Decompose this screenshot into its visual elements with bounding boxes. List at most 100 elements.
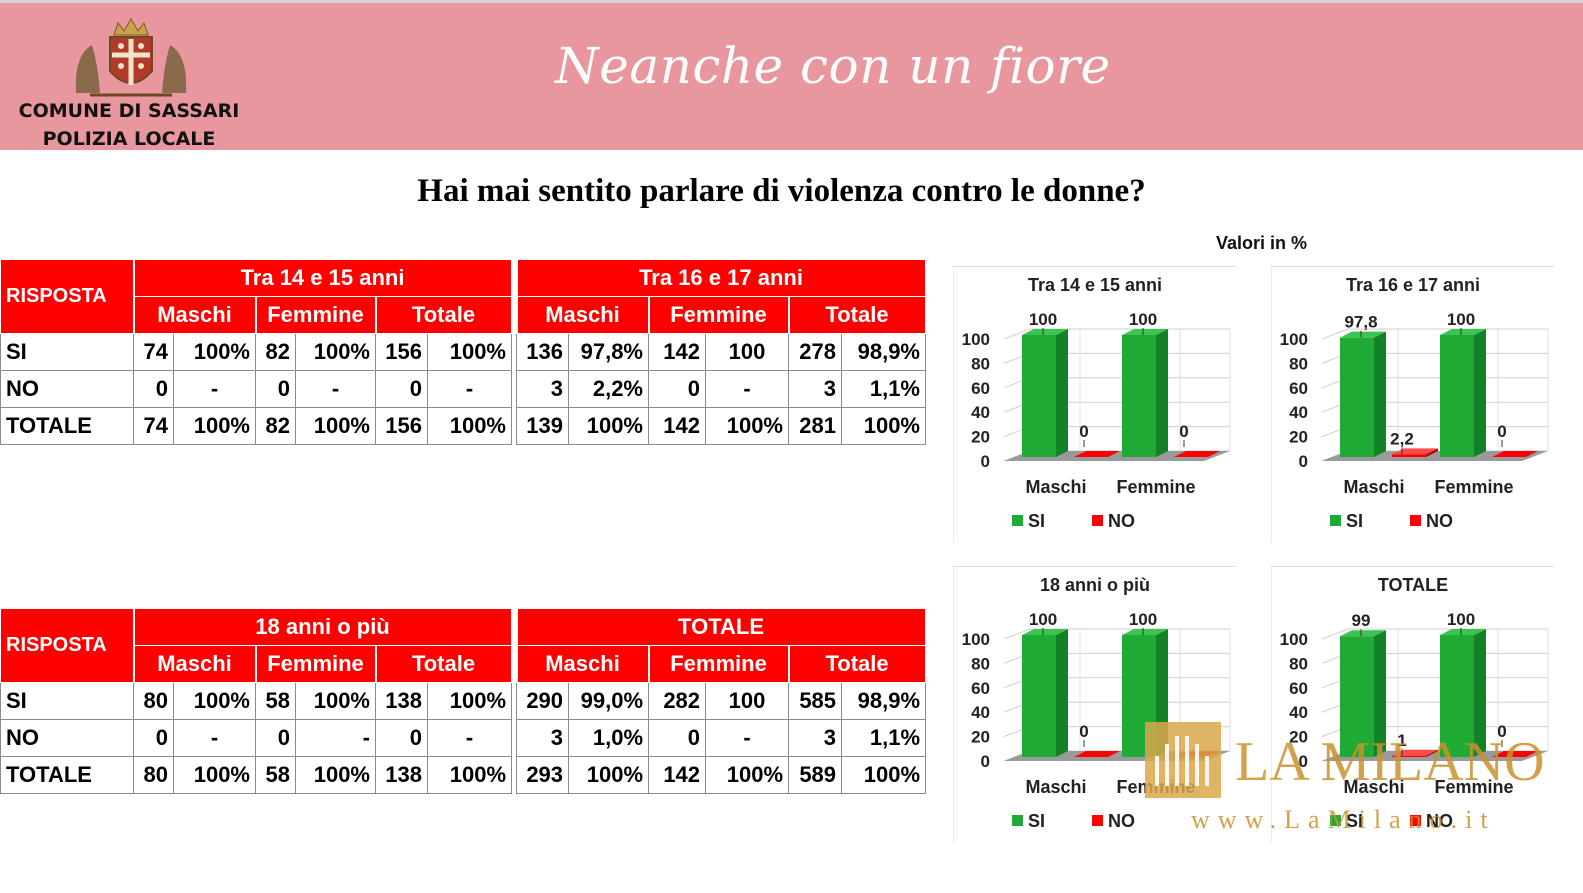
watermark-url: www.LaMilano.it — [1191, 805, 1496, 834]
data-table-18-total: RISPOSTA 18 anni o più TOTALE Maschi Fem… — [0, 608, 927, 794]
y-tick-label: 100 — [962, 330, 990, 349]
organization-name: COMUNE DI SASSARI — [18, 100, 240, 122]
table-cell: 100% — [841, 407, 926, 445]
chart-title: 18 anni o più — [1040, 575, 1150, 595]
table-cell: 2,2% — [568, 370, 649, 408]
sub-header: Totale — [374, 645, 513, 683]
bar-chart: 18 anni o più0204060801001000Maschi100Fe… — [962, 575, 1231, 831]
table-row: NO 0 - 0 - 0 - 3 2,2% 0 - 3 1,1% — [0, 370, 926, 408]
table-cell: 138 — [375, 682, 428, 720]
bar — [1392, 755, 1426, 757]
bar — [1492, 451, 1538, 457]
bar — [1392, 454, 1426, 457]
bar-chart: Tra 14 e 15 anni 0 20 40 60 80 100 100 0 Maschi 10… — [962, 275, 1231, 531]
x-category-label: Femmine — [1116, 477, 1195, 497]
bar — [1174, 451, 1220, 457]
sub-header: Femmine — [647, 645, 790, 683]
table-cell: 142 — [648, 407, 706, 445]
bar-side — [1374, 630, 1386, 757]
sub-header: Totale — [787, 645, 927, 683]
table-cell: 74 — [133, 407, 174, 445]
bar-top — [1340, 331, 1386, 338]
y-tick-label: 60 — [971, 679, 990, 698]
legend-swatch — [1012, 515, 1023, 526]
table-cell: 282 — [648, 682, 707, 720]
table-cell: 0 — [375, 719, 428, 757]
bar-top — [1440, 629, 1486, 635]
bar-top — [1340, 630, 1386, 637]
gridline — [1321, 328, 1349, 340]
data-label: 99 — [1352, 611, 1371, 630]
table-cell: 138 — [375, 756, 428, 794]
table-cell: 58 — [255, 756, 296, 794]
table-cell: 80 — [133, 756, 174, 794]
table-cell: 290 — [516, 682, 570, 720]
table-cell: - — [173, 719, 256, 757]
data-label: 100 — [1129, 610, 1157, 629]
y-tick-label: 100 — [962, 630, 990, 649]
legend-label: NO — [1108, 511, 1135, 531]
legend-label: SI — [1028, 511, 1045, 531]
group-header: Tra 14 e 15 anni — [132, 259, 513, 297]
x-category-label: Maschi — [1343, 777, 1404, 797]
bar-top — [1392, 448, 1438, 455]
table-cell: 585 — [788, 682, 843, 720]
legend-swatch — [1410, 515, 1421, 526]
bar — [1022, 635, 1056, 757]
y-tick-label: 0 — [981, 452, 990, 471]
chart-panel: Tra 16 e 17 anni 0 20 40 60 80 100 97,8 2,2 Masch… — [1271, 266, 1554, 543]
watermark-name: LA MILANO — [1235, 731, 1545, 793]
table-cell: 74 — [133, 333, 174, 371]
sub-header: Femmine — [254, 645, 377, 683]
row-header-label: RISPOSTA — [0, 608, 134, 683]
x-category-label: Maschi — [1025, 777, 1086, 797]
chart-panel: TOTALE 0 20 40 60 80 100 99 1 Maschi 100 0 Femmine SI… — [1271, 566, 1554, 843]
sub-header: Maschi — [515, 645, 650, 683]
bar-top — [1440, 329, 1486, 335]
coat-of-arms-icon — [75, 18, 187, 97]
table-cell: 0 — [648, 719, 707, 757]
bar-top — [1122, 629, 1168, 635]
page-title: Hai mai sentito parlare di violenza cont… — [417, 173, 1146, 209]
bar-chart: Tra 16 e 17 anni 0 20 40 60 80 100 97,8 2,2 Masch… — [1280, 275, 1549, 531]
row-label: SI — [0, 333, 134, 371]
data-label: 97,8 — [1344, 313, 1377, 332]
table-cell: - — [295, 719, 376, 757]
table-cell: 100% — [427, 333, 512, 371]
table-cell: 0 — [255, 719, 296, 757]
bar — [1340, 337, 1374, 457]
bar-side — [1474, 329, 1486, 457]
data-label: 100 — [1029, 610, 1057, 629]
y-tick-label: 80 — [971, 654, 990, 673]
legend-label: SI — [1028, 811, 1045, 831]
chart-title: TOTALE — [1378, 575, 1448, 595]
legend-swatch — [1012, 815, 1023, 826]
table-cell: - — [173, 370, 256, 408]
table-cell: 3 — [516, 370, 569, 408]
bar — [1022, 335, 1056, 457]
header-banner: COMUNE DI SASSARI POLIZIA LOCALE Neanche… — [0, 0, 1583, 150]
data-label: 0 — [1079, 422, 1088, 441]
table-cell: 293 — [516, 756, 570, 794]
values-unit-note: Valori in % — [1216, 233, 1308, 253]
table-cell: 0 — [133, 719, 174, 757]
gridline — [1321, 628, 1349, 640]
row-label: SI — [0, 682, 134, 720]
row-header-label: RISPOSTA — [0, 259, 134, 334]
legend-label: SI — [1346, 511, 1363, 531]
data-label: 0 — [1079, 722, 1088, 741]
y-tick-label: 80 — [971, 354, 990, 373]
row-label: NO — [0, 719, 134, 757]
table-cell: 82 — [255, 407, 296, 445]
table-cell: 99,0% — [568, 682, 650, 720]
table-cell: 1,0% — [568, 719, 650, 757]
bar — [1074, 751, 1120, 757]
table-cell: 100 — [705, 682, 790, 720]
table-cell: 58 — [255, 682, 296, 720]
data-table-14-17: RISPOSTA Tra 14 e 15 anni Tra 16 e 17 an… — [0, 259, 927, 445]
y-tick-label: 40 — [971, 703, 990, 722]
group-header: TOTALE — [515, 608, 927, 646]
bar-side — [1056, 629, 1068, 757]
table-cell: 100% — [427, 407, 512, 445]
table-cell: 100% — [173, 333, 256, 371]
